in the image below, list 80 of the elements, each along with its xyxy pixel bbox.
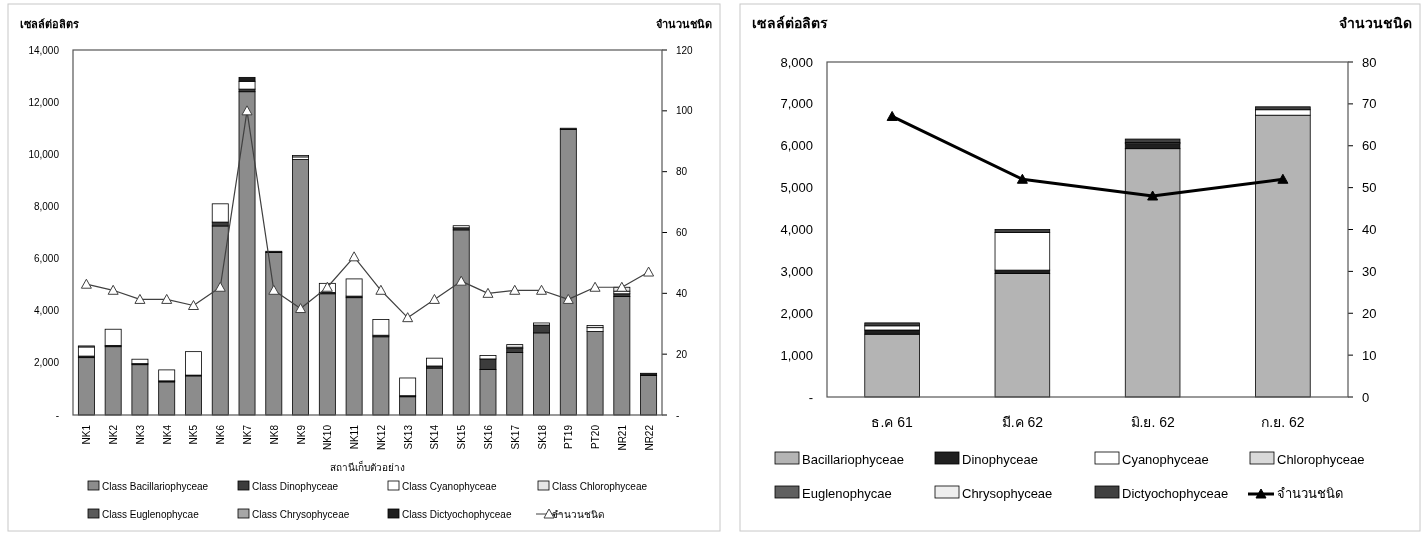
x-tick-label: SK16 — [482, 424, 494, 450]
legend-label: จำนวนชนิด — [1277, 486, 1343, 501]
y-tick-label: 4,000 — [780, 222, 813, 238]
x-tick-label: ธ.ค 61 — [871, 414, 914, 430]
x-tick-label: มี.ค 62 — [1001, 414, 1044, 430]
y-tick-label: 4,000 — [33, 305, 60, 317]
legend-label: Cyanophyceae — [1122, 452, 1209, 467]
y-tick-label: 3,000 — [780, 263, 813, 279]
legend-label: Class Cyanophyceae — [402, 481, 497, 492]
y-tick-label: 2,000 — [780, 305, 813, 321]
x-tick-label: PT19 — [563, 424, 575, 449]
y-tick-label: 5,000 — [780, 180, 813, 196]
legend-label: Class Dinophyceae — [252, 481, 339, 492]
x-tick-label: มิ.ย. 62 — [1130, 414, 1175, 430]
y-tick-label: 10,000 — [28, 148, 60, 160]
x-tick-label: NK11 — [349, 424, 361, 450]
x-tick-label: NK3 — [134, 424, 146, 445]
y2-tick-label: 60 — [1362, 138, 1377, 154]
x-tick-label: SK13 — [402, 424, 414, 450]
x-tick-label: NK7 — [242, 424, 254, 445]
y2-tick-label: 20 — [1362, 305, 1377, 321]
legend-label: Chlorophyceae — [1277, 452, 1365, 467]
x-tick-label: SK14 — [429, 424, 441, 450]
y2-tick-label: 100 — [676, 105, 694, 117]
legend-label: Class Euglenophycae — [102, 509, 200, 520]
x-tick-label: NK5 — [188, 424, 200, 445]
y-tick-label: 1,000 — [780, 347, 813, 363]
x-tick-label: SK15 — [456, 424, 468, 450]
y-tick-label: 7,000 — [780, 96, 813, 112]
y-tick-label: 6,000 — [33, 253, 60, 265]
y-tick-label: 14,000 — [28, 44, 60, 56]
y-tick-label: - — [55, 409, 59, 421]
y2-tick-label: 120 — [676, 44, 694, 56]
x-tick-label: ก.ย. 62 — [1261, 414, 1305, 430]
x-tick-label: NK9 — [295, 424, 307, 445]
y2-tick-label: 40 — [1362, 222, 1377, 238]
y2-tick-label: 80 — [1362, 54, 1377, 70]
y2-tick-label: 80 — [676, 166, 688, 178]
legend-label: Dinophyceae — [962, 452, 1038, 467]
y-tick-label: 12,000 — [28, 96, 60, 108]
y2-tick-label: 70 — [1362, 96, 1377, 112]
y2-tick-label: 10 — [1362, 347, 1377, 363]
x-tick-label: NK12 — [375, 424, 387, 451]
legend-label: Dictyochophyceae — [1122, 486, 1229, 501]
x-tick-label: NK4 — [161, 424, 173, 445]
x-tick-label: NK10 — [322, 424, 334, 451]
legend-label: Class Dictyochophyceae — [402, 509, 512, 520]
y-tick-label: 8,000 — [780, 54, 813, 70]
x-tick-label: PT20 — [590, 424, 602, 449]
y2-tick-label: 30 — [1362, 263, 1377, 279]
x-tick-label: SK18 — [536, 424, 548, 450]
y2-tick-label: 50 — [1362, 180, 1377, 196]
legend-label: Class Chlorophyceae — [552, 481, 648, 492]
legend-label: Bacillariophyceae — [802, 452, 904, 467]
y-axis-title: เซลล์ต่อลิตร — [20, 18, 79, 30]
x-tick-label: NK2 — [108, 424, 120, 445]
x-tick-label: SK17 — [509, 424, 521, 450]
y-axis-title: เซลล์ต่อลิตร — [752, 15, 828, 31]
x-tick-label: NR22 — [643, 424, 655, 451]
y2-tick-label: 0 — [1362, 389, 1370, 405]
y-tick-label: 8,000 — [33, 200, 60, 212]
x-tick-label: NR21 — [616, 424, 628, 451]
y-tick-label: 2,000 — [33, 357, 60, 369]
y2-tick-label: - — [676, 409, 680, 421]
legend-label: Class Bacillariophyceae — [102, 481, 209, 492]
legend-label: Euglenophycae — [802, 486, 892, 501]
legend-label: จำนวนชนิด — [552, 509, 604, 520]
x-tick-label: NK1 — [81, 424, 93, 445]
legend-label: Class Chrysophyceae — [252, 509, 350, 520]
y-tick-label: - — [808, 389, 813, 405]
y2-axis-title: จำนวนชนิด — [656, 18, 712, 30]
y2-tick-label: 20 — [676, 348, 688, 360]
y2-tick-label: 40 — [676, 287, 688, 299]
x-tick-label: NK6 — [215, 424, 227, 445]
y2-tick-label: 60 — [676, 227, 688, 238]
x-tick-label: NK8 — [268, 424, 280, 445]
legend-label: Chrysophyceae — [962, 486, 1053, 501]
x-axis-title: สถานีเก็บตัวอย่าง — [330, 460, 405, 473]
y2-axis-title: จำนวนชนิด — [1339, 15, 1412, 31]
y-tick-label: 6,000 — [780, 138, 813, 154]
